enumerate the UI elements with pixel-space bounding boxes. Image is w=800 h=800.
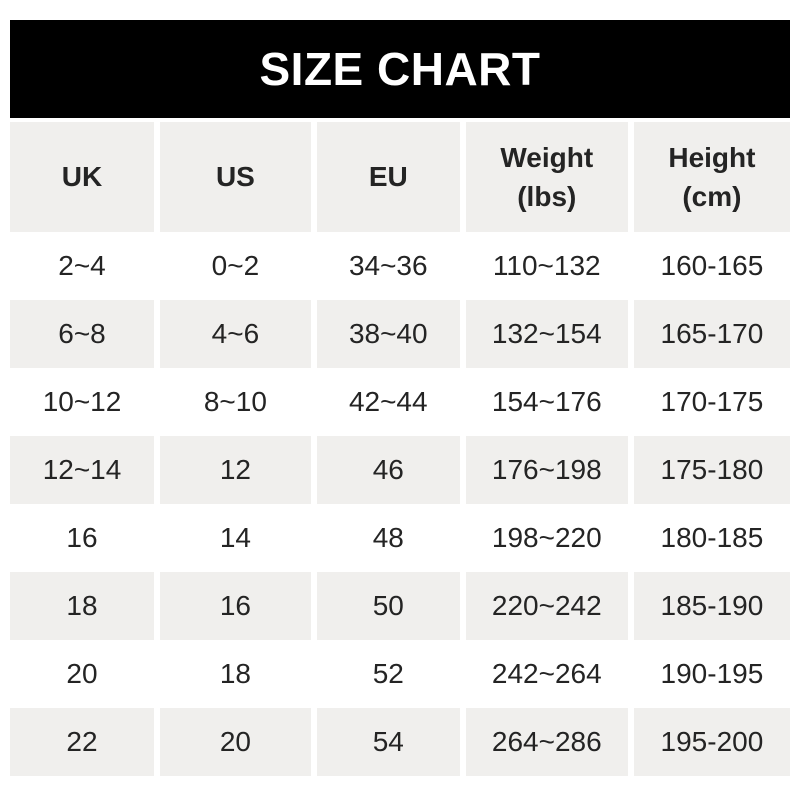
- cell-eu: 38~40: [313, 300, 463, 368]
- table-body: 2~4 0~2 34~36 110~132 160-165 6~8 4~6 38…: [10, 232, 790, 776]
- table-row: 22 20 54 264~286 195-200: [10, 708, 790, 776]
- size-chart-table: UK US EU Weight (lbs) Height (cm) 2~4 0~…: [10, 122, 790, 776]
- cell-height: 160-165: [630, 232, 790, 300]
- cell-us: 16: [157, 572, 314, 640]
- size-chart-title: SIZE CHART: [259, 43, 541, 95]
- table-row: 18 16 50 220~242 185-190: [10, 572, 790, 640]
- cell-uk: 16: [10, 504, 158, 572]
- cell-us: 0~2: [157, 232, 314, 300]
- cell-us: 14: [157, 504, 314, 572]
- cell-weight: 242~264: [462, 640, 631, 708]
- table-row: 12~14 12 46 176~198 175-180: [10, 436, 790, 504]
- column-header-eu: EU: [313, 122, 463, 232]
- cell-uk: 6~8: [10, 300, 158, 368]
- cell-us: 20: [157, 708, 314, 776]
- cell-weight: 154~176: [462, 368, 631, 436]
- cell-uk: 18: [10, 572, 158, 640]
- header-row: UK US EU Weight (lbs) Height (cm): [10, 122, 790, 232]
- table-row: 6~8 4~6 38~40 132~154 165-170: [10, 300, 790, 368]
- table-row: 20 18 52 242~264 190-195: [10, 640, 790, 708]
- column-header-height: Height (cm): [630, 122, 790, 232]
- cell-uk: 22: [10, 708, 158, 776]
- cell-us: 4~6: [157, 300, 314, 368]
- cell-weight: 132~154: [462, 300, 631, 368]
- cell-weight: 110~132: [462, 232, 631, 300]
- cell-us: 8~10: [157, 368, 314, 436]
- cell-height: 195-200: [630, 708, 790, 776]
- cell-height: 170-175: [630, 368, 790, 436]
- cell-height: 185-190: [630, 572, 790, 640]
- table-row: 10~12 8~10 42~44 154~176 170-175: [10, 368, 790, 436]
- column-header-weight: Weight (lbs): [462, 122, 631, 232]
- cell-weight: 220~242: [462, 572, 631, 640]
- cell-height: 180-185: [630, 504, 790, 572]
- column-header-us: US: [157, 122, 314, 232]
- table-row: 2~4 0~2 34~36 110~132 160-165: [10, 232, 790, 300]
- cell-height: 175-180: [630, 436, 790, 504]
- cell-eu: 42~44: [313, 368, 463, 436]
- cell-uk: 10~12: [10, 368, 158, 436]
- column-header-uk: UK: [10, 122, 158, 232]
- table-row: 16 14 48 198~220 180-185: [10, 504, 790, 572]
- table-header: UK US EU Weight (lbs) Height (cm): [10, 122, 790, 232]
- cell-us: 18: [157, 640, 314, 708]
- cell-height: 165-170: [630, 300, 790, 368]
- size-chart-page: SIZE CHART UK US EU Weight (lbs) Height …: [10, 20, 790, 776]
- cell-us: 12: [157, 436, 314, 504]
- cell-uk: 2~4: [10, 232, 158, 300]
- cell-uk: 20: [10, 640, 158, 708]
- cell-height: 190-195: [630, 640, 790, 708]
- cell-weight: 264~286: [462, 708, 631, 776]
- cell-weight: 176~198: [462, 436, 631, 504]
- cell-uk: 12~14: [10, 436, 158, 504]
- cell-eu: 54: [313, 708, 463, 776]
- cell-eu: 48: [313, 504, 463, 572]
- cell-eu: 34~36: [313, 232, 463, 300]
- cell-weight: 198~220: [462, 504, 631, 572]
- cell-eu: 46: [313, 436, 463, 504]
- cell-eu: 52: [313, 640, 463, 708]
- size-chart-title-bar: SIZE CHART: [10, 20, 790, 118]
- cell-eu: 50: [313, 572, 463, 640]
